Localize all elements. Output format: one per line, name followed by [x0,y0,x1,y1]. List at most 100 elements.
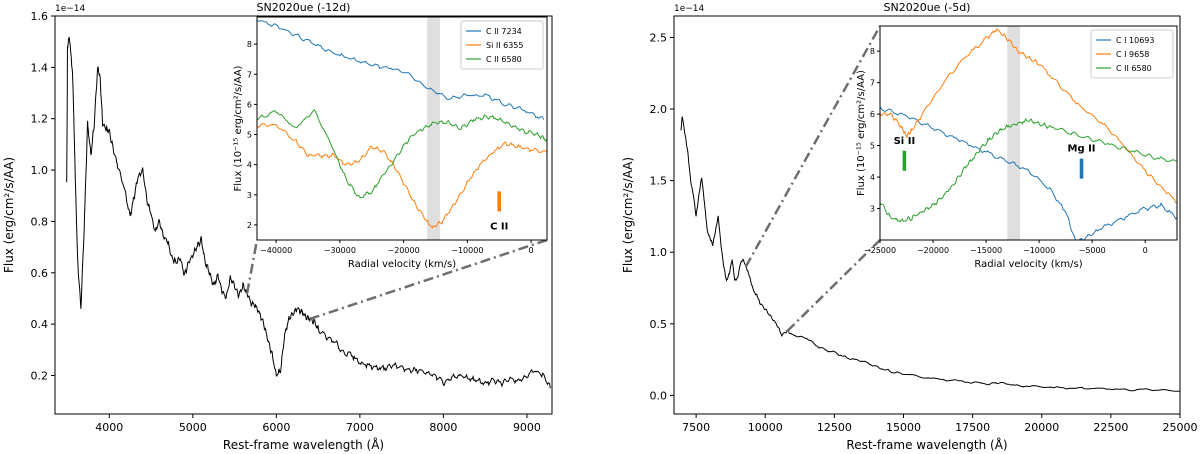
main-axes-frame [673,15,1181,415]
inset-panel: C II −40000 −30000 −20000 −10000 0 2 3 4 5 6 7 8 Radi… [233,16,548,270]
inset-series-line [257,108,547,199]
chart-panel-1: 4000 5000 6000 7000 8000 9000 0.2 0.4 0.6 0.8 1.0 1… [2,1,553,452]
zoom-connector-line [245,239,259,294]
inset-y-tick-label: 2 [247,221,252,230]
inset-y-tick-label: 5 [247,131,252,140]
y-tick-label: 0.5 [650,318,668,331]
x-tick-label: 15000 [886,421,921,434]
line-marker [1079,158,1084,179]
zoom-connector-line [309,238,548,321]
y-tick-label: 1.4 [31,61,49,74]
inset-x-tick-label: −5000 [1079,246,1106,255]
line-marker [497,191,501,212]
legend-label: C II 6580 [486,55,522,64]
x-axis-label: Rest-frame wavelength (Å) [846,437,1007,452]
inset-x-axis-label: Radial velocity (km/s) [974,259,1082,270]
inset-y-tick-label: 8 [247,40,252,49]
y-tick-label: 0.0 [650,389,668,402]
inset-y-tick-label: 7 [247,70,252,79]
y-tick-label: 0.2 [31,369,49,382]
zoom-connector-line [744,25,882,268]
x-tick-label: 12500 [817,421,852,434]
inset-y-tick-label: 3 [870,205,875,214]
y-tick-label: 0.4 [31,318,49,331]
inset-frame [879,25,1178,241]
line-annotation-label: C II [490,221,508,232]
inset-y-tick-label: 3 [247,191,252,200]
legend-label: C I 9658 [1116,50,1149,59]
inset-series-line [880,28,1177,204]
inset-x-tick-label: −40000 [260,246,292,255]
y-axis-label: Flux (erg/cm²/s/AA) [2,157,16,273]
x-tick-label: 20000 [1024,421,1059,434]
inset-y-tick-label: 4 [247,161,252,170]
inset-x-tick-label: −20000 [917,246,949,255]
legend: C II 7234 Si II 6355 C II 6580 [460,20,544,70]
y-tick-label: 0.6 [31,267,49,280]
x-tick-label: 8000 [429,421,457,434]
inset-x-tick-label: −25000 [864,246,896,255]
line-marker [902,150,907,171]
inset-y-tick-label: 4 [870,173,875,182]
inset-y-tick-label: 7 [870,79,875,88]
inset-panel: Si II Mg II −25000 −20000 −15000 −10000 −5000 0… [856,25,1178,270]
legend-box [1090,29,1174,79]
x-tick-label: 22500 [1093,421,1128,434]
y-tick-label: 1.2 [31,113,49,126]
legend: C I 10693 C I 9658 C II 6580 [1090,29,1174,79]
inset-y-tick-label: 5 [870,142,875,151]
inset-x-tick-label: 0 [529,246,534,255]
legend-label: C II 6580 [1116,64,1152,73]
inset-x-tick-label: −10000 [1023,246,1055,255]
legend-label: C I 10693 [1116,36,1154,45]
inset-y-tick-label: 6 [870,110,875,119]
y-tick-label: 1.0 [31,164,49,177]
chart-title: SN2020ue (-12d) [257,1,351,14]
inset-x-tick-label: −20000 [388,246,420,255]
y-offset-label: 1e−14 [674,4,705,14]
y-tick-label: 1.6 [31,10,49,23]
x-tick-label: 5000 [179,421,207,434]
inset-y-tick-label: 6 [247,100,252,109]
x-tick-label: 4000 [95,421,123,434]
legend-label: Si II 6355 [486,41,523,50]
legend-box [460,20,544,70]
inset-x-tick-label: 0 [1143,246,1148,255]
line-annotation-label: Si II [894,136,916,147]
x-tick-label: 17500 [955,421,990,434]
inset-series-line [880,106,1177,240]
y-tick-label: 0.8 [31,215,49,228]
y-tick-label: 2.5 [650,31,668,44]
inset-y-axis-label: Flux (10⁻¹⁵ erg/cm²/s/AA) [856,70,867,196]
y-tick-label: 2.0 [650,103,668,116]
x-tick-label: 7500 [682,421,710,434]
x-tick-label: 9000 [513,421,541,434]
y-tick-label: 1.0 [650,246,668,259]
inset-series-line [257,123,547,229]
inset-series-line [880,118,1177,223]
spectrum-line [66,36,551,389]
y-axis-label: Flux (erg/cm²/s/AA) [621,157,635,273]
x-tick-label: 10000 [748,421,783,434]
y-tick-label: 1.5 [650,175,668,188]
inset-y-axis-label: Flux (10⁻¹⁵ erg/cm²/s/AA) [233,65,244,191]
chart-title: SN2020ue (-5d) [884,1,971,14]
chart-panel-2: 7500 10000 12500 15000 17500 20000 22500 25000 0… [621,1,1198,452]
inset-x-axis-label: Radial velocity (km/s) [348,259,456,270]
x-tick-label: 25000 [1163,421,1198,434]
zoom-connector-line [786,239,881,332]
line-annotation-label: Mg II [1068,144,1096,155]
y-offset-label: 1e−14 [55,4,86,14]
x-tick-label: 7000 [346,421,374,434]
x-tick-label: 6000 [262,421,290,434]
inset-frame [256,16,548,241]
inset-x-tick-label: −10000 [451,246,483,255]
main-axes-frame [54,15,553,415]
inset-y-tick-label: 8 [870,47,875,56]
inset-series-line [257,19,545,120]
legend-label: C II 7234 [486,27,522,36]
spectrum-line [680,116,1180,392]
inset-x-tick-label: −30000 [324,246,356,255]
velocity-shade-band [427,17,440,240]
